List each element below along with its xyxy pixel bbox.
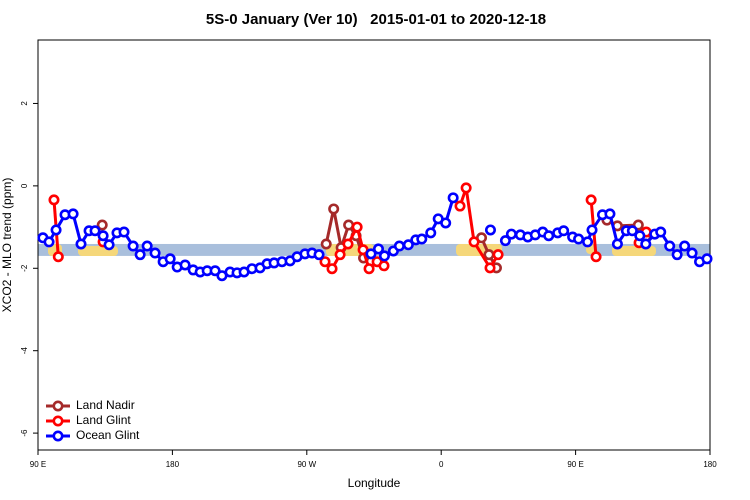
data-point	[679, 240, 691, 252]
legend-marker	[52, 415, 64, 427]
data-point	[425, 227, 437, 239]
y-tick-label: -6	[20, 429, 29, 437]
data-point	[313, 249, 325, 261]
legend-label: Land Nadir	[76, 398, 135, 412]
data-point	[585, 194, 597, 206]
data-point	[664, 240, 676, 252]
x-axis-label: Longitude	[348, 476, 401, 490]
data-point	[586, 224, 598, 236]
x-tick-label: 90 E	[567, 460, 583, 469]
data-point	[492, 249, 504, 261]
data-point	[328, 203, 340, 215]
data-point	[365, 248, 377, 260]
data-point	[127, 240, 139, 252]
data-point	[440, 217, 452, 229]
legend-marker	[52, 430, 64, 442]
data-point	[460, 182, 472, 194]
data-point	[626, 225, 638, 237]
data-point	[671, 249, 683, 261]
data-point	[393, 240, 405, 252]
y-axis-label: XCO2 - MLO trend (ppm)	[0, 178, 14, 313]
data-point	[319, 256, 331, 268]
data-point	[326, 263, 338, 275]
data-point	[97, 230, 109, 242]
x-tick-label: 90 E	[30, 460, 46, 469]
data-point	[118, 226, 130, 238]
data-point	[134, 249, 146, 261]
plot-frame	[37, 39, 711, 451]
data-point	[483, 249, 495, 261]
data-point	[468, 236, 480, 248]
y-tick-label: 2	[20, 101, 29, 106]
data-point	[48, 194, 60, 206]
data-point	[505, 228, 517, 240]
data-point	[320, 238, 332, 250]
legend-label: Land Glint	[76, 413, 131, 427]
data-point	[179, 259, 191, 271]
data-point	[378, 260, 390, 272]
x-tick-label: 90 W	[297, 460, 316, 469]
data-point	[484, 224, 496, 236]
data-point	[634, 230, 646, 242]
y-tick-label: 0	[20, 183, 29, 188]
data-point	[416, 233, 428, 245]
data-point	[686, 247, 698, 259]
data-point	[75, 238, 87, 250]
data-point	[103, 239, 115, 251]
chart-title: 5S-0 January (Ver 10) 2015-01-01 to 2020…	[206, 11, 546, 28]
data-point	[604, 208, 616, 220]
data-point	[372, 243, 384, 255]
x-tick-label: 0	[439, 460, 444, 469]
data-point	[67, 208, 79, 220]
y-tick-label: -2	[20, 264, 29, 272]
data-point	[590, 251, 602, 263]
data-point	[611, 238, 623, 250]
data-point	[43, 236, 55, 248]
data-point	[357, 244, 369, 256]
data-point	[342, 238, 354, 250]
data-point	[447, 192, 459, 204]
data-point	[378, 250, 390, 262]
data-point	[96, 219, 108, 231]
data-point	[363, 263, 375, 275]
data-point	[52, 251, 64, 263]
data-point	[402, 239, 414, 251]
data-point	[655, 226, 667, 238]
data-point	[573, 233, 585, 245]
data-point	[334, 249, 346, 261]
data-point	[149, 247, 161, 259]
data-point	[543, 230, 555, 242]
data-point	[499, 235, 511, 247]
y-tick-label: -4	[20, 347, 29, 355]
legend-marker	[52, 400, 64, 412]
data-point	[164, 253, 176, 265]
data-point	[343, 219, 355, 231]
data-point	[454, 200, 466, 212]
data-point	[558, 225, 570, 237]
data-point	[50, 224, 62, 236]
data-point	[351, 221, 363, 233]
data-point	[484, 262, 496, 274]
data-point	[640, 238, 652, 250]
x-tick-label: 180	[166, 460, 180, 469]
data-point	[701, 253, 713, 265]
legend-label: Ocean Glint	[76, 428, 140, 442]
x-tick-label: 180	[703, 460, 717, 469]
data-point	[141, 240, 153, 252]
data-point	[209, 265, 221, 277]
data-point	[89, 225, 101, 237]
data-point	[582, 236, 594, 248]
